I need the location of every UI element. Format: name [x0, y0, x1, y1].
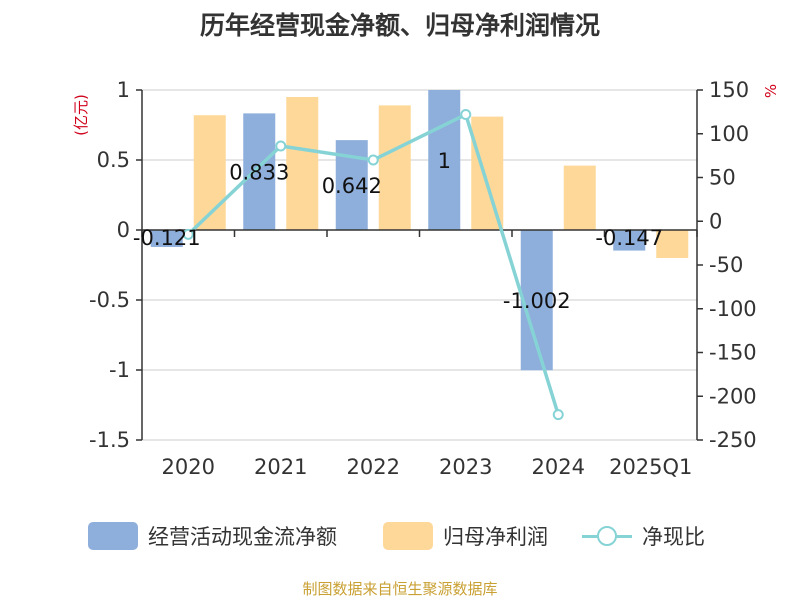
- ratio-point-2022: [367, 154, 379, 166]
- tick-labels: 1 0.5 0 -0.5 -1 -1.5 150 100 50 0 -50 -100 -150 -200 -…: [72, 78, 780, 479]
- legend-swatch-profit: [383, 522, 433, 550]
- legend-label-ratio: 净现比: [642, 525, 705, 549]
- cashflow-data-label: -0.121: [133, 226, 201, 250]
- profit-bar-2023: [471, 116, 504, 230]
- legend-label-cashflow: 经营活动现金流净额: [148, 525, 337, 549]
- legend-item-profit[interactable]: 归母净利润: [383, 518, 548, 554]
- right-tick-label: -50: [709, 253, 743, 277]
- legend: 经营活动现金流净额 归母净利润 净现比: [0, 518, 800, 554]
- right-axis-label: %: [762, 84, 780, 98]
- cashflow-data-label: -0.147: [595, 226, 663, 250]
- axes: [136, 89, 703, 441]
- cashflow-data-label: 1: [438, 149, 451, 173]
- right-tick-label: -250: [709, 428, 757, 452]
- data-labels: -0.121 0.833 0.642 1 -1.002 -0.147: [133, 149, 663, 313]
- x-tick-label: 2021: [254, 455, 307, 479]
- profit-bar-2020: [193, 115, 226, 230]
- right-tick-label: 50: [709, 166, 736, 190]
- cashflow-bar-2020: [150, 230, 183, 247]
- right-tick-label: -100: [709, 297, 757, 321]
- left-tick-label: -1: [109, 358, 130, 382]
- cashflow-bar-2025Q1: [613, 230, 646, 251]
- legend-item-cashflow[interactable]: 经营活动现金流净额: [88, 518, 337, 554]
- left-tick-label: 0.5: [97, 148, 130, 172]
- chart-title: 历年经营现金净额、归母净利润情况: [199, 11, 600, 40]
- cashflow-data-label: 0.642: [322, 174, 382, 198]
- ratio-line: [182, 109, 564, 421]
- legend-item-ratio[interactable]: 净现比: [582, 518, 705, 554]
- cashflow-data-label: 0.833: [229, 161, 289, 185]
- left-tick-label: 1: [117, 78, 130, 102]
- profit-bar-2024: [563, 165, 596, 230]
- x-tick-label: 2020: [162, 455, 215, 479]
- profit-bar-2022: [378, 105, 411, 230]
- right-tick-label: -150: [709, 341, 757, 365]
- profit-bar-2021: [286, 97, 319, 230]
- right-tick-label: 100: [709, 122, 749, 146]
- x-tick-label: 2023: [439, 455, 492, 479]
- legend-swatch-cashflow: [88, 522, 138, 550]
- right-tick-label: -200: [709, 384, 757, 408]
- left-tick-label: -1.5: [89, 428, 130, 452]
- x-tick-label: 2024: [532, 455, 585, 479]
- cashflow-bar-2021: [243, 113, 276, 230]
- ratio-point-2021: [275, 140, 287, 152]
- cashflow-data-label: -1.002: [503, 289, 571, 313]
- left-tick-label: 0: [117, 218, 130, 242]
- legend-swatch-ratio: [582, 522, 632, 550]
- bar-marks: [150, 90, 689, 371]
- ratio-point-2023: [460, 109, 472, 120]
- right-tick-label: 150: [709, 78, 749, 102]
- ratio-point-2024: [552, 409, 564, 421]
- x-tick-label: 2025Q1: [609, 455, 692, 479]
- left-axis-label: (亿元): [72, 94, 90, 136]
- source-note: 制图数据来自恒生聚源数据库: [302, 580, 498, 598]
- left-tick-label: -0.5: [89, 288, 130, 312]
- profit-bar-2025Q1: [656, 230, 689, 258]
- legend-label-profit: 归母净利润: [443, 525, 548, 549]
- ratio-point-2020: [182, 228, 194, 240]
- x-tick-label: 2022: [347, 455, 400, 479]
- right-tick-label: 0: [709, 209, 722, 233]
- cashflow-bar-2023: [428, 90, 461, 230]
